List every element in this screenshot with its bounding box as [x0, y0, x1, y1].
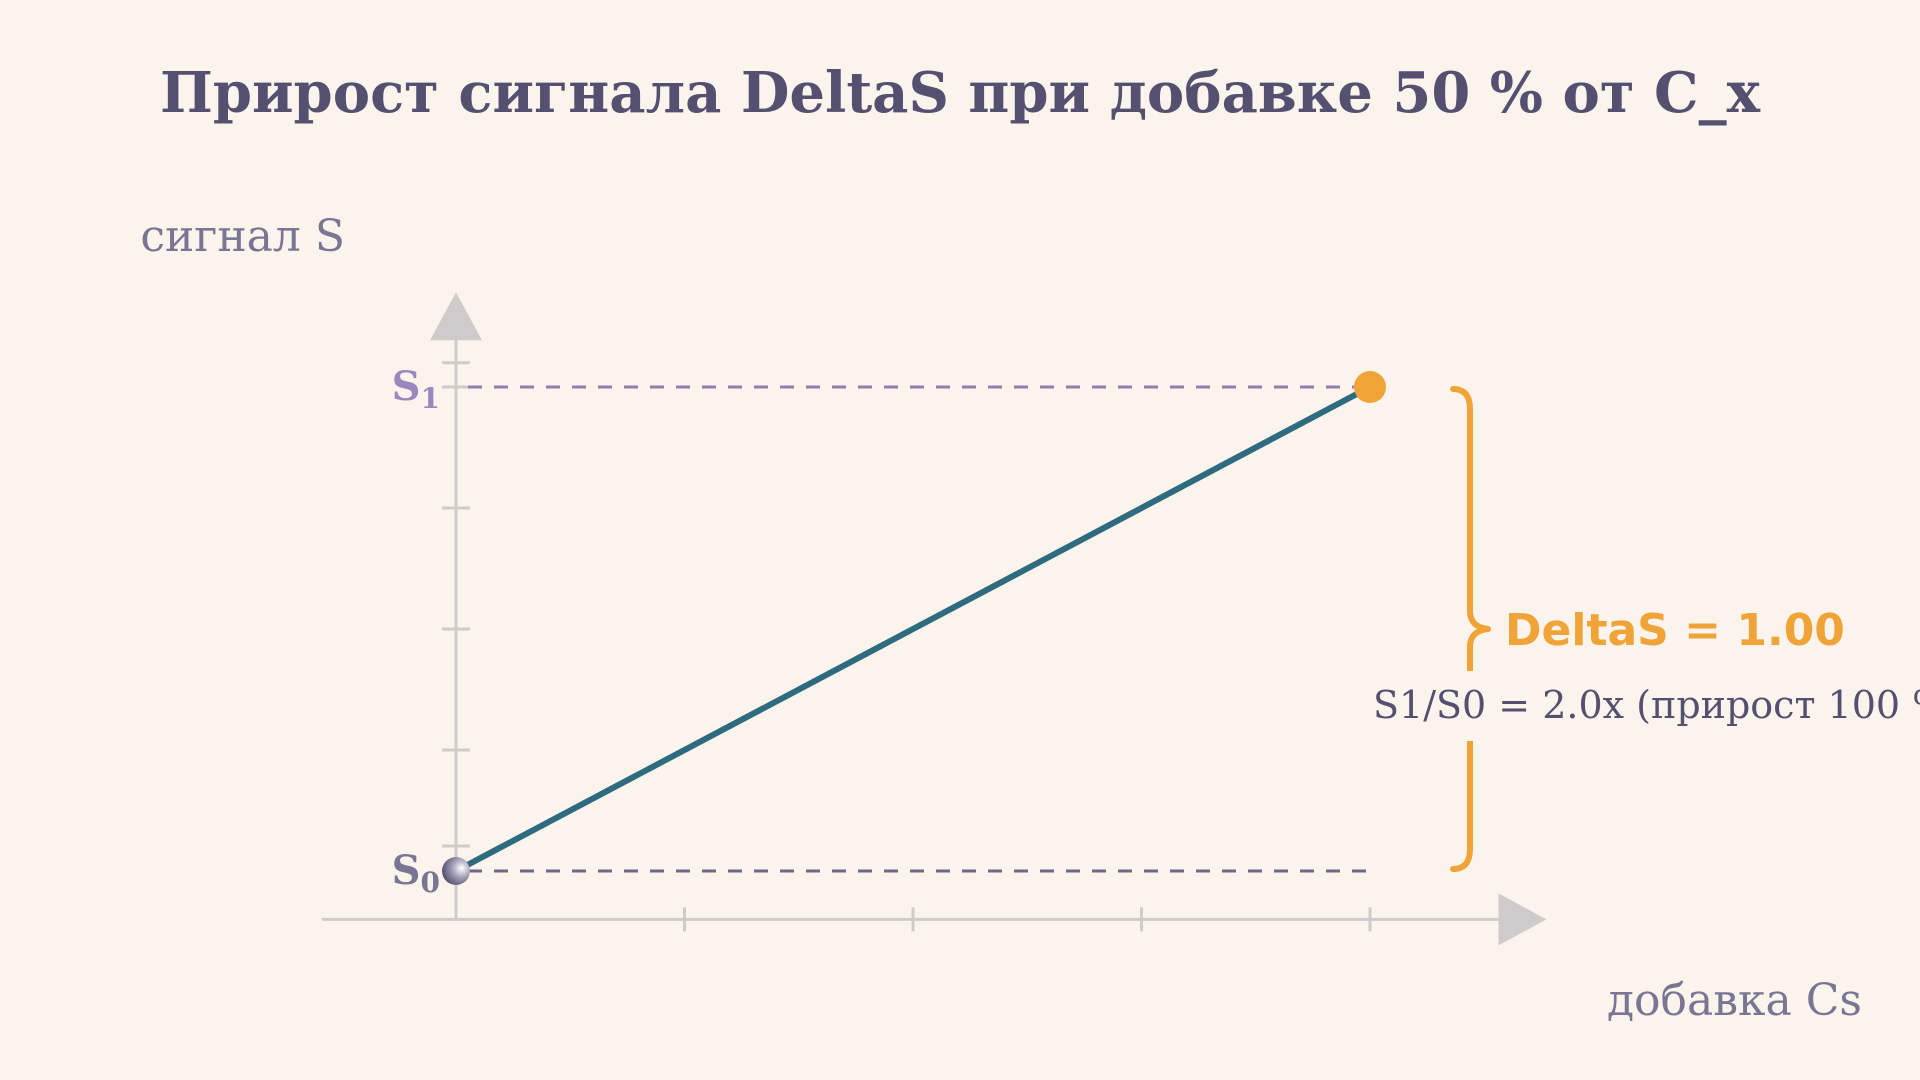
- y-tick-label-s1: S1: [392, 363, 440, 415]
- chart-title: Прирост сигнала DeltaS при добавке 50 % …: [160, 60, 1761, 126]
- guide-lines: [468, 385, 1370, 873]
- axes: [321, 292, 1547, 946]
- delta-annotation: DeltaS = 1.00: [1505, 605, 1845, 656]
- delta-brace: [1450, 386, 1491, 872]
- y-axis-arrow: [430, 292, 482, 341]
- y-tick-label-s1-sub: 1: [421, 382, 440, 415]
- data-point-s1: [1354, 371, 1386, 403]
- ratio-annotation: S1/S0 = 2.0x (прирост 100 %): [1373, 683, 1920, 727]
- x-axis-label: добавка Cs: [1607, 975, 1862, 1026]
- y-axis-label: сигнал S: [140, 211, 345, 262]
- y-tick-label-s0-base: S: [392, 847, 421, 894]
- data-points: [442, 371, 1386, 885]
- brace-path: [1450, 386, 1491, 872]
- y-tick-label-s0-sub: 0: [421, 866, 440, 899]
- brace-gap: [1464, 671, 1476, 741]
- data-point-s0: [442, 857, 470, 885]
- y-tick-label-s1-base: S: [392, 363, 421, 410]
- x-axis-arrow: [1498, 893, 1547, 946]
- y-tick-label-s0: S0: [392, 847, 440, 899]
- series: [453, 384, 1373, 874]
- series-line: [453, 384, 1373, 874]
